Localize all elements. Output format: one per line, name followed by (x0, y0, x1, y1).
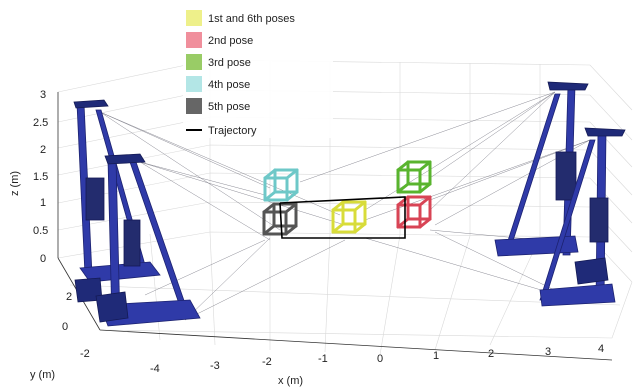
y-axis-label: y (m) (30, 369, 55, 381)
legend: 1st and 6th poses 2nd pose 3rd pose 4th … (183, 6, 333, 138)
x-tick: 4 (598, 343, 604, 355)
left-front-mast (95, 153, 201, 327)
z-tick: 1 (40, 197, 46, 209)
legend-swatch-pose3 (186, 54, 202, 70)
x-tick: 1 (433, 350, 439, 362)
x-tick: -2 (262, 356, 272, 368)
pose5-cube (262, 202, 298, 236)
z-tick: 1.5 (33, 171, 48, 183)
x-tick: 2 (488, 348, 494, 360)
legend-label-pose1: 1st and 6th poses (208, 13, 295, 25)
pose-cubes (262, 160, 432, 236)
right-front-mast (539, 127, 626, 307)
x-tick: 3 (545, 346, 551, 358)
legend-swatch-pose1 (186, 10, 202, 26)
legend-label-pose4: 4th pose (208, 79, 250, 91)
z-tick: 2.5 (33, 117, 48, 129)
x-axis-ticks: -4 -3 -2 -1 0 1 2 3 4 (150, 343, 604, 375)
pose4-cube (263, 168, 299, 202)
legend-label-pose2: 2nd pose (208, 35, 253, 47)
x-tick: -3 (210, 360, 220, 372)
legend-swatch-pose2 (186, 32, 202, 48)
pose2-cube (396, 195, 432, 229)
legend-label-pose5: 5th pose (208, 101, 250, 113)
x-tick: 0 (377, 353, 383, 365)
z-axis-label: z (m) (9, 171, 21, 196)
pose1-cube (331, 200, 367, 234)
y-axis-ticks: 2 0 -2 (62, 291, 90, 360)
y-tick: -2 (80, 348, 90, 360)
z-tick: 2 (40, 144, 46, 156)
z-tick: 0.5 (33, 225, 48, 237)
z-tick: 3 (40, 89, 46, 101)
z-axis-ticks: 3 2.5 2 1.5 1 0.5 0 (33, 89, 48, 265)
legend-swatch-pose4 (186, 76, 202, 92)
pose3-cube (396, 160, 432, 194)
legend-swatch-pose5 (186, 98, 202, 114)
y-tick: 2 (66, 291, 72, 303)
trajectory (279, 196, 406, 239)
z-tick: 0 (40, 253, 46, 265)
x-tick: -4 (150, 363, 160, 375)
x-tick: -1 (318, 353, 328, 365)
x-axis-label: x (m) (278, 375, 303, 387)
legend-label-pose3: 3rd pose (208, 57, 251, 69)
y-tick: 0 (62, 321, 68, 333)
legend-label-trajectory: Trajectory (208, 125, 257, 137)
